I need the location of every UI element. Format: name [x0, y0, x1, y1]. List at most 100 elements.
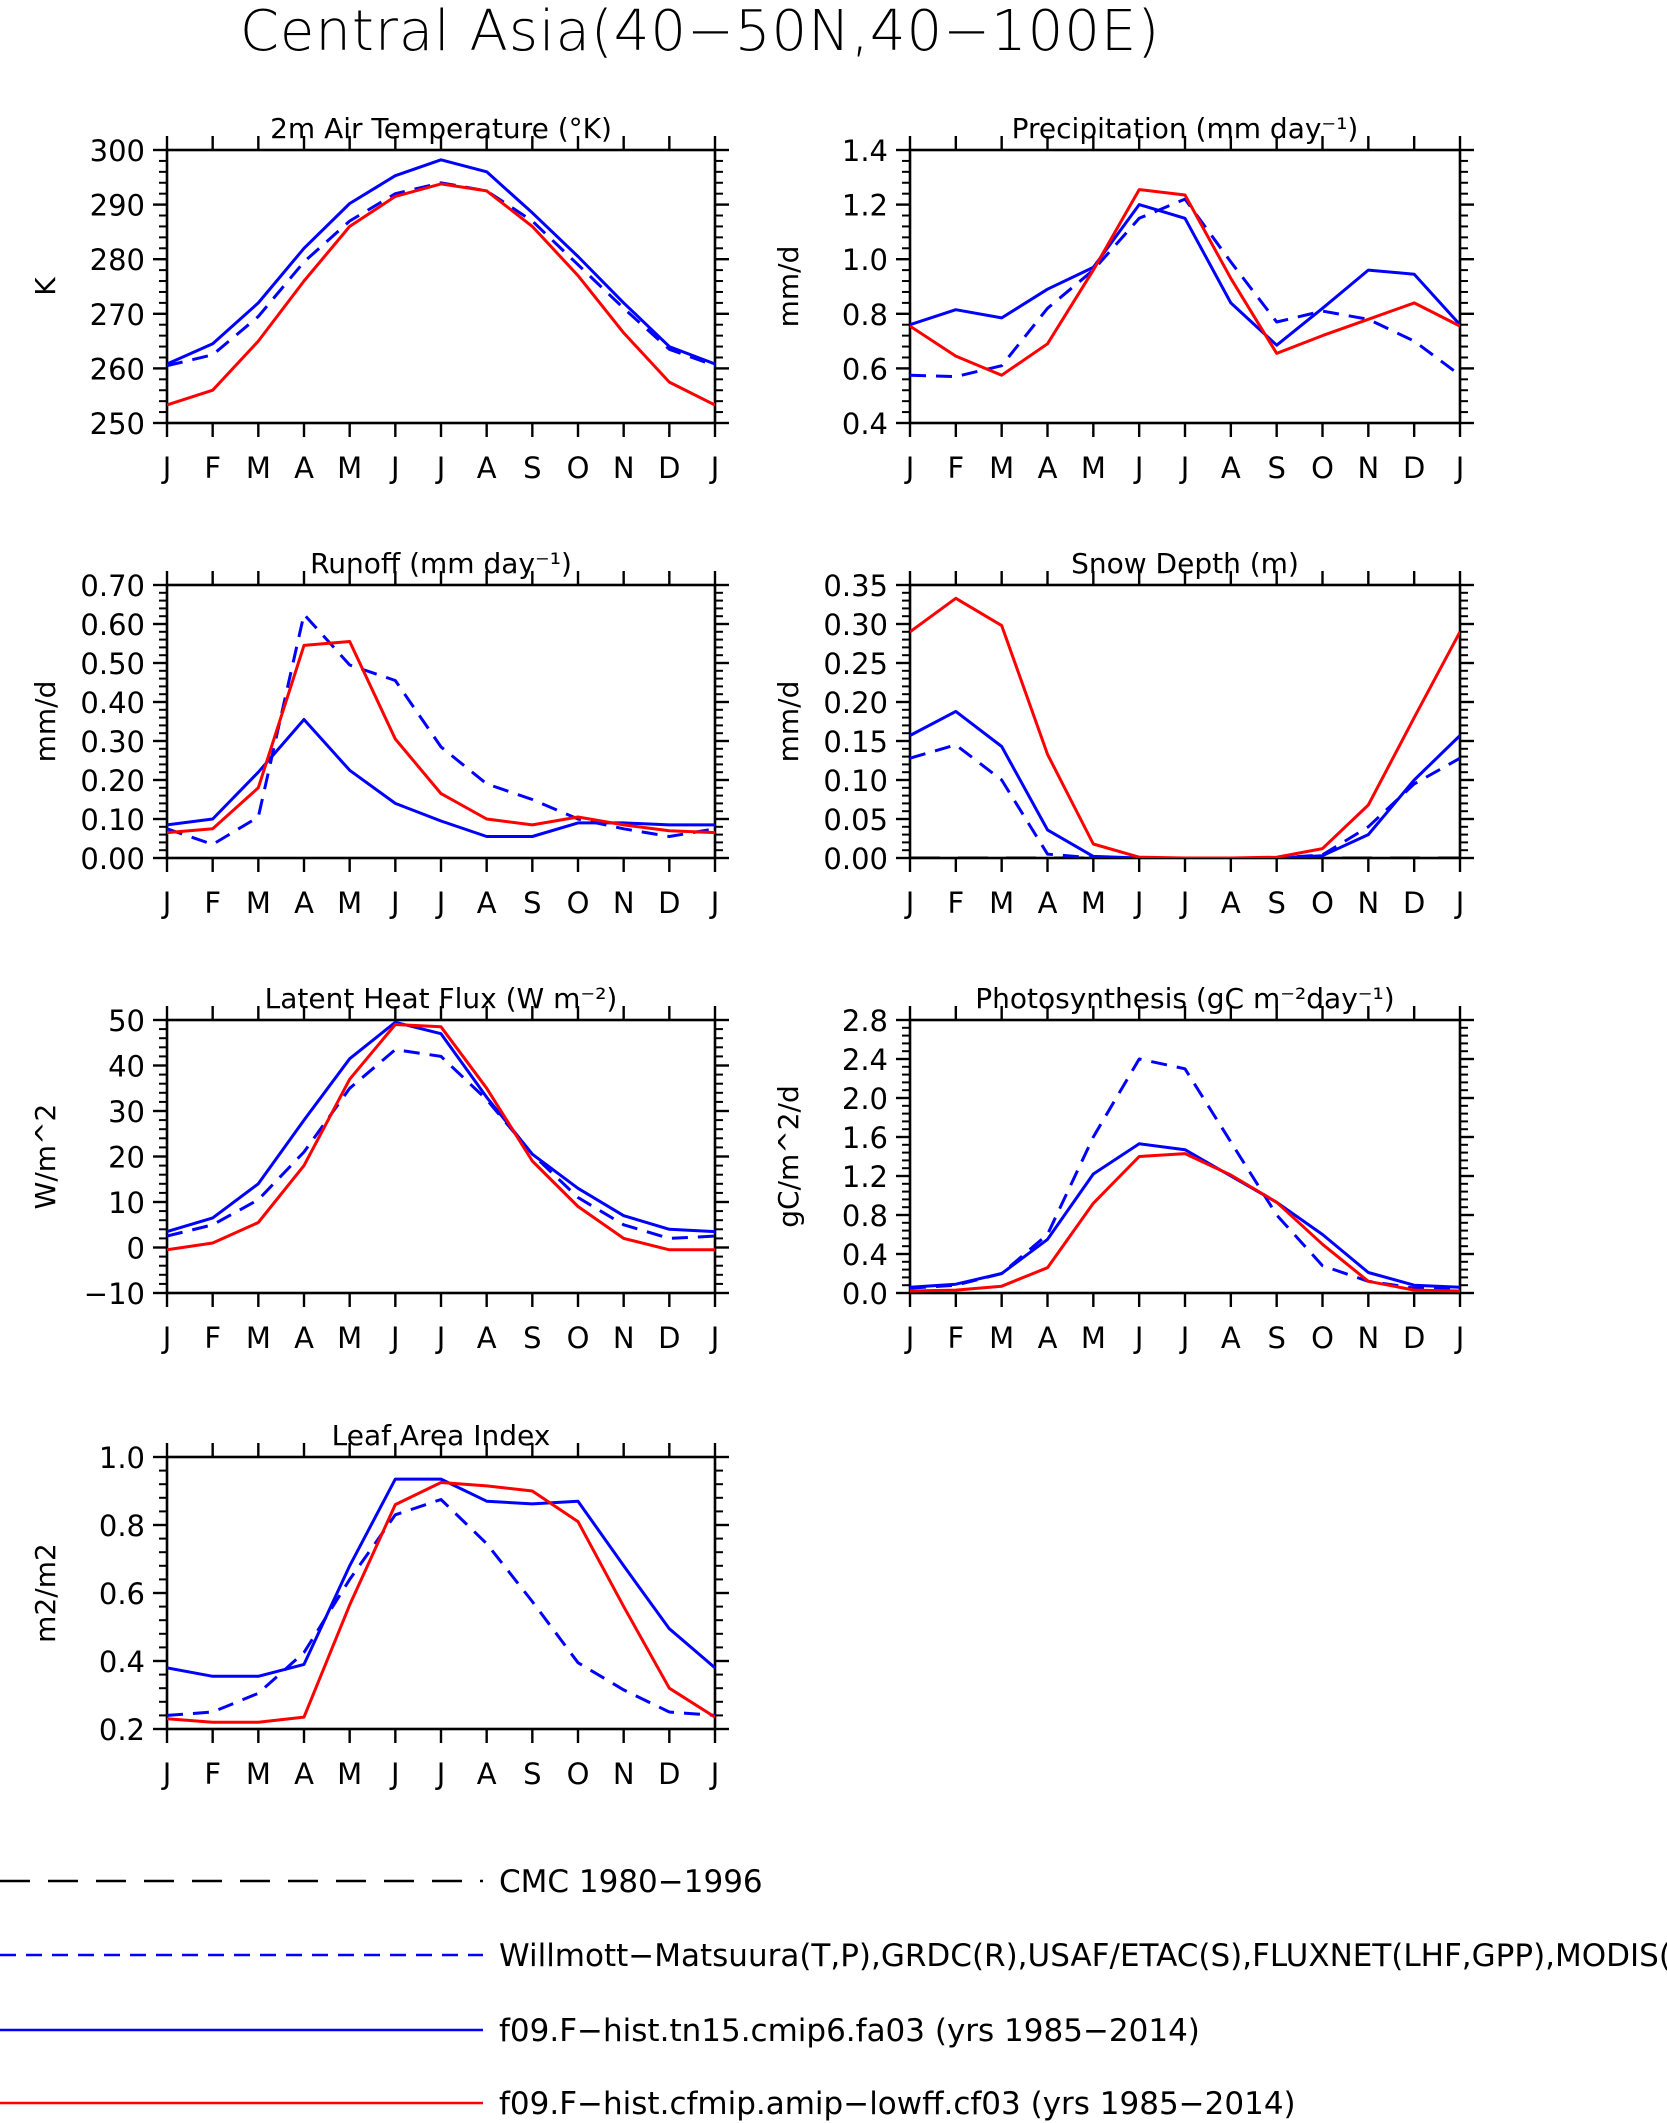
y-tick-label: 0.15	[823, 725, 888, 759]
y-tick-label: 10	[108, 1186, 145, 1220]
legend-label-4: f09.F−hist.cfmip.amip−lowff.cf03 (yrs 19…	[499, 2086, 1296, 2122]
y-tick-label: 0.00	[80, 842, 145, 876]
series-line-cfmip	[167, 182, 715, 407]
y-tick-label: 0.6	[842, 352, 888, 386]
x-tick-label: M	[1081, 886, 1106, 920]
x-tick-label: J	[389, 451, 400, 485]
y-tick-label: 40	[108, 1050, 145, 1084]
series-group	[167, 158, 715, 407]
y-tick-label: 0.00	[823, 842, 888, 876]
x-tick-label: M	[337, 1321, 362, 1355]
y-tick-label: 0.50	[80, 647, 145, 681]
series-line-obs	[167, 612, 715, 846]
chart-panel-4: Snow Depth (m)mm/d0.000.050.100.150.200.…	[772, 547, 1474, 920]
x-tick-label: F	[947, 886, 964, 920]
legend-label-3: f09.F−hist.tn15.cmip6.fa03 (yrs 1985−201…	[499, 2013, 1200, 2049]
y-tick-label: 270	[90, 298, 145, 332]
x-tick-label: M	[246, 886, 271, 920]
x-tick-label: O	[567, 1321, 590, 1355]
x-tick-label: J	[389, 1321, 400, 1355]
x-tick-label: S	[523, 1321, 541, 1355]
x-tick-label: J	[709, 1757, 720, 1791]
x-tick-label: M	[337, 451, 362, 485]
series-group	[167, 1020, 715, 1252]
y-tick-label: 0.8	[99, 1509, 145, 1543]
x-tick-label: D	[1403, 886, 1425, 920]
plot-frame	[908, 148, 1462, 425]
x-tick-label: A	[1221, 886, 1241, 920]
x-tick-label: S	[523, 1757, 541, 1791]
y-tick-label: 50	[108, 1004, 145, 1038]
x-tick-label: J	[161, 451, 172, 485]
y-axis-label: mm/d	[29, 681, 62, 763]
x-tick-label: J	[709, 451, 720, 485]
x-tick-label: A	[294, 1321, 314, 1355]
y-tick-label: 0.30	[80, 725, 145, 759]
x-tick-label: J	[435, 451, 446, 485]
y-tick-label: 1.0	[99, 1441, 145, 1475]
series-line-cmip6	[167, 718, 715, 838]
series-group	[167, 1477, 715, 1724]
y-tick-label: 250	[90, 407, 145, 441]
x-tick-label: F	[947, 1321, 964, 1355]
x-tick-label: M	[337, 1757, 362, 1791]
series-line-obs	[910, 197, 1460, 379]
y-tick-label: 300	[90, 134, 145, 168]
y-tick-label: 1.4	[842, 134, 888, 168]
plot-frame	[908, 1018, 1462, 1295]
series-line-obs	[910, 743, 1460, 858]
series-line-cfmip	[910, 596, 1460, 858]
x-tick-label: A	[477, 1757, 497, 1791]
x-tick-label: F	[204, 451, 221, 485]
plot-frame	[165, 148, 717, 425]
x-tick-label: O	[1311, 451, 1334, 485]
x-tick-label: A	[477, 1321, 497, 1355]
x-tick-label: J	[161, 1757, 172, 1791]
x-tick-label: N	[1357, 451, 1379, 485]
x-tick-label: O	[567, 886, 590, 920]
x-tick-label: J	[161, 886, 172, 920]
y-tick-label: 0.20	[80, 764, 145, 798]
y-tick-label: 0.20	[823, 686, 888, 720]
series-line-obs	[910, 1057, 1460, 1290]
legend: CMC 1980−1996 Willmott−Matsuura(T,P),GRDC…	[0, 1864, 1667, 2122]
y-tick-label: 260	[90, 352, 145, 386]
chart-panel-2: Precipitation (mm day⁻¹)mm/d0.40.60.81.0…	[772, 112, 1474, 485]
x-tick-label: D	[658, 1757, 680, 1791]
series-line-cfmip	[910, 188, 1460, 377]
x-tick-label: J	[389, 886, 400, 920]
x-tick-label: N	[613, 886, 635, 920]
y-tick-label: 0.8	[842, 1199, 888, 1233]
x-tick-label: J	[1133, 1321, 1144, 1355]
x-tick-label: J	[161, 1321, 172, 1355]
plot-frame	[165, 1018, 717, 1295]
x-tick-label: M	[337, 886, 362, 920]
x-tick-label: M	[989, 1321, 1014, 1355]
x-tick-label: A	[1038, 451, 1058, 485]
y-tick-label: 20	[108, 1141, 145, 1175]
x-tick-label: N	[1357, 886, 1379, 920]
x-tick-label: S	[1267, 1321, 1285, 1355]
y-tick-label: 290	[90, 189, 145, 223]
y-tick-label: 30	[108, 1095, 145, 1129]
series-group	[910, 1057, 1460, 1293]
x-tick-label: J	[389, 1757, 400, 1791]
x-tick-label: N	[613, 1321, 635, 1355]
x-tick-label: J	[435, 1757, 446, 1791]
y-tick-label: 0	[127, 1232, 145, 1266]
x-tick-label: S	[523, 451, 541, 485]
series-line-obs	[167, 1048, 715, 1240]
x-tick-label: J	[709, 1321, 720, 1355]
y-tick-label: 0.0	[842, 1277, 888, 1311]
series-line-cmip6	[910, 709, 1460, 858]
series-line-obs	[167, 1498, 715, 1717]
y-tick-label: 1.0	[842, 243, 888, 277]
chart-panel-3: Runoff (mm day⁻¹)mm/d0.000.100.200.300.4…	[29, 547, 729, 920]
y-tick-label: 1.2	[842, 189, 888, 223]
y-tick-label: 1.2	[842, 1160, 888, 1194]
y-tick-label: 2.0	[842, 1082, 888, 1116]
x-tick-label: J	[435, 886, 446, 920]
x-tick-label: J	[1179, 1321, 1190, 1355]
series-line-cfmip	[167, 1481, 715, 1724]
x-tick-label: F	[204, 1321, 221, 1355]
